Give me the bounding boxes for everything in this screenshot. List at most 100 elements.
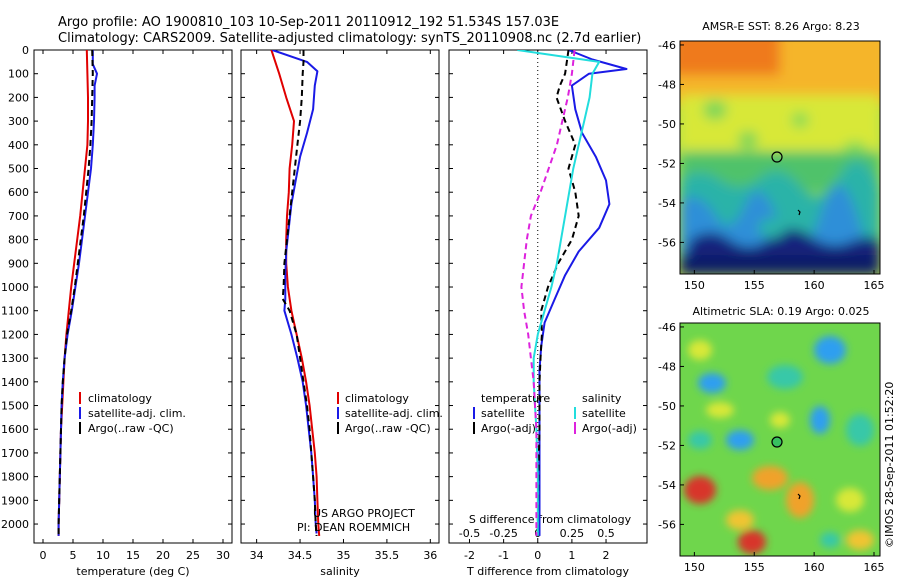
y-tick-label: 600 xyxy=(8,186,29,199)
x-tick-label: 30 xyxy=(216,549,230,562)
x-tick-label: 34.5 xyxy=(288,549,313,562)
salinity-legend: climatology satellite-adj. clim. Argo(..… xyxy=(337,392,443,435)
x2-tick-label: 0.5 xyxy=(597,527,615,540)
map-x-tick-label: 155 xyxy=(744,561,765,574)
series-line-1 xyxy=(536,50,580,536)
map-y-tick-label: -56 xyxy=(658,236,676,249)
map-x-tick-label: 150 xyxy=(684,279,705,292)
map-x-tick-label: 165 xyxy=(864,279,885,292)
series-line-0 xyxy=(538,50,628,536)
series-line-2 xyxy=(281,50,318,536)
credit-line2: PI: DEAN ROEMMICH xyxy=(297,521,410,534)
y-tick-label: 0 xyxy=(22,44,29,57)
y-tick-label: 1600 xyxy=(1,423,29,436)
sst-float-marker xyxy=(771,151,783,163)
x-tick-label: 5 xyxy=(70,549,77,562)
difference-panel: -2 -1 0 1 2 T difference from climatology S di… xyxy=(448,49,648,578)
legend-title-salinity: salinity xyxy=(582,392,622,405)
x-axis-label: T difference from climatology xyxy=(466,565,629,578)
series-line-2 xyxy=(517,50,601,536)
series-line-2 xyxy=(57,50,94,536)
map-x-tick-label: 160 xyxy=(804,279,825,292)
salinity-panel: 34 34.5 35 35.5 36 salinity xyxy=(240,49,440,578)
y-tick-label: 1800 xyxy=(1,471,29,484)
y-tick-label: 1400 xyxy=(1,376,29,389)
sla-map: Altimetric SLA: 0.19 Argo: 0.025 150 155 1… xyxy=(658,305,884,574)
temperature-legend: climatology satellite-adj. clim. Argo(..… xyxy=(79,392,186,435)
temperature-panel: 0100200300400500600700800900100011001200… xyxy=(1,44,233,578)
y-tick-label: 900 xyxy=(8,257,29,270)
x-axis-label: temperature (deg C) xyxy=(76,565,189,578)
x-tick-label: 2 xyxy=(603,549,610,562)
y-tick-label: 1200 xyxy=(1,328,29,341)
y-tick-label: 100 xyxy=(8,68,29,81)
x2-tick-label: 0.25 xyxy=(560,527,585,540)
sst-map-title: AMSR-E SST: 8.26 Argo: 8.23 xyxy=(702,20,860,33)
legend-climatology: climatology xyxy=(88,392,152,405)
x2-tick-label: -0.25 xyxy=(489,527,517,540)
map-x-tick-label: 160 xyxy=(804,561,825,574)
map-y-tick-label: -50 xyxy=(658,118,676,131)
y-tick-label: 1300 xyxy=(1,352,29,365)
map-x-tick-label: 155 xyxy=(744,279,765,292)
map-y-tick-label: -54 xyxy=(658,197,676,210)
y-tick-label: 1100 xyxy=(1,305,29,318)
series-group xyxy=(57,50,98,536)
y-tick-label: 300 xyxy=(8,115,29,128)
series-group xyxy=(270,50,321,536)
legend-t-argo: Argo(-adj) xyxy=(481,422,536,435)
legend-argo: Argo(..raw -QC) xyxy=(345,422,431,435)
sla-float-marker xyxy=(771,436,783,448)
x-tick-label: 1 xyxy=(568,549,575,562)
legend-t-satellite: satellite xyxy=(481,407,525,420)
x-tick-label: 35.5 xyxy=(375,549,400,562)
x-tick-label: 15 xyxy=(126,549,140,562)
series-line-0 xyxy=(270,50,321,536)
legend-argo: Argo(..raw -QC) xyxy=(88,422,174,435)
x-tick-label: -1 xyxy=(498,549,509,562)
map-x-tick-label: 150 xyxy=(684,561,705,574)
sst-map: AMSR-E SST: 8.26 Argo: 8.23 150 155 160 165… xyxy=(658,20,885,292)
y-tick-label: 200 xyxy=(8,91,29,104)
y-tick-label: 1900 xyxy=(1,494,29,507)
y-tick-label: 700 xyxy=(8,210,29,223)
plot-frame xyxy=(33,49,233,544)
map-y-tick-label: -56 xyxy=(658,518,676,531)
y-tick-label: 1000 xyxy=(1,281,29,294)
legend-satellite: satellite-adj. clim. xyxy=(345,407,443,420)
y-tick-label: 800 xyxy=(8,234,29,247)
map-y-tick-label: -48 xyxy=(658,78,676,91)
sla-float-track xyxy=(797,493,801,500)
legend-s-satellite: satellite xyxy=(582,407,626,420)
credit-line1: US ARGO PROJECT xyxy=(313,507,415,520)
figure-title-line1: Argo profile: AO 1900810_103 10-Sep-2011… xyxy=(58,15,560,30)
legend-satellite: satellite-adj. clim. xyxy=(88,407,186,420)
sst-float-track xyxy=(797,209,801,216)
x2-axis-label: S difference from climatology xyxy=(469,513,632,526)
x-tick-label: 25 xyxy=(186,549,200,562)
x-tick-label: 36 xyxy=(423,549,437,562)
map-x-tick-label: 165 xyxy=(864,561,885,574)
y-tick-label: 400 xyxy=(8,139,29,152)
map-y-tick-label: -52 xyxy=(658,157,676,170)
x2-tick-label: -0.5 xyxy=(459,527,480,540)
map-y-tick-label: -46 xyxy=(658,321,676,334)
series-line-3 xyxy=(520,50,576,536)
difference-legend: temperature salinity satellite Argo(-adj… xyxy=(473,392,637,435)
imos-timestamp: ©IMOS 28-Sep-2011 01:52:20 xyxy=(883,382,896,548)
map-y-tick-label: -52 xyxy=(658,439,676,452)
legend-climatology: climatology xyxy=(345,392,409,405)
sst-field xyxy=(680,41,880,274)
x-tick-label: 20 xyxy=(156,549,170,562)
y-tick-label: 1500 xyxy=(1,400,29,413)
x-tick-label: 0 xyxy=(534,549,541,562)
legend-s-argo: Argo(-adj) xyxy=(582,422,637,435)
y-tick-label: 500 xyxy=(8,163,29,176)
map-y-tick-label: -46 xyxy=(658,39,676,52)
x-tick-label: 0 xyxy=(40,549,47,562)
figure-title-line2: Climatology: CARS2009. Satellite-adjuste… xyxy=(58,31,642,46)
legend-title-temperature: temperature xyxy=(481,392,550,405)
x-tick-label: -2 xyxy=(464,549,475,562)
map-y-tick-label: -50 xyxy=(658,400,676,413)
